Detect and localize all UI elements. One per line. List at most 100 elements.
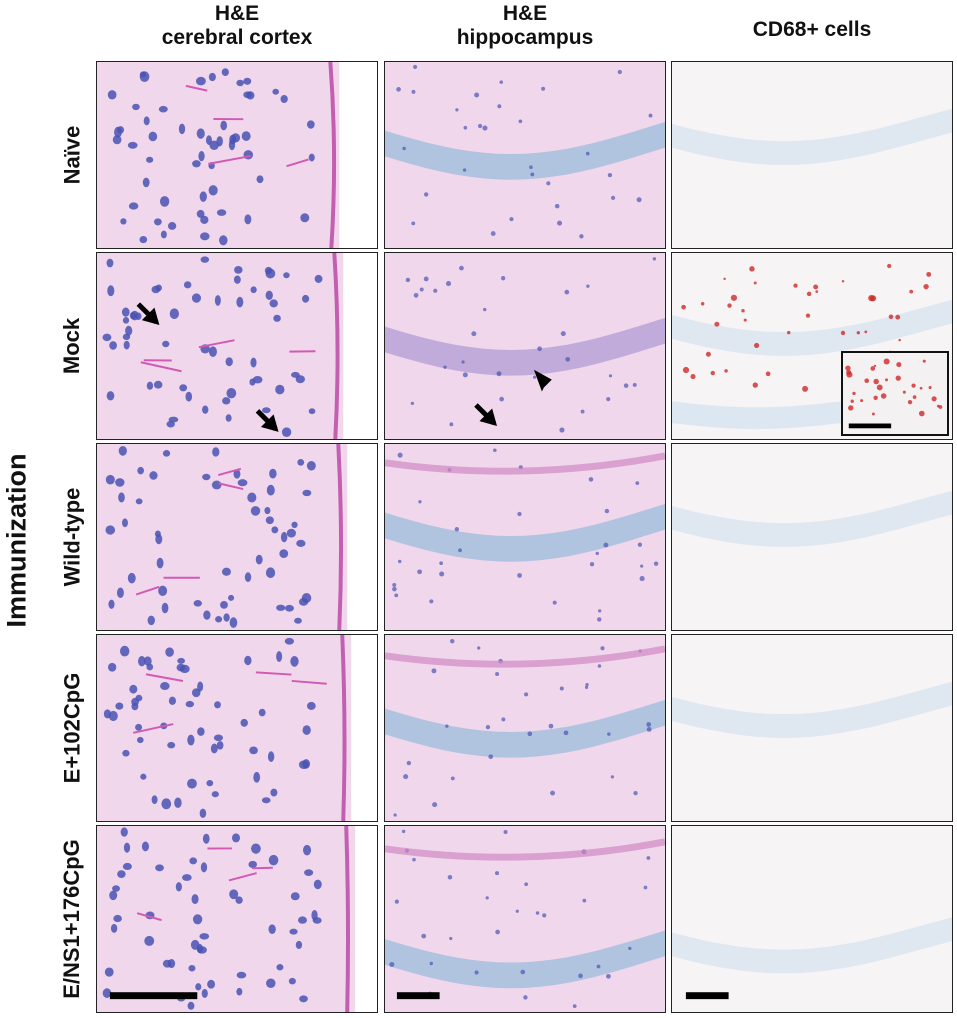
micrograph-mock-cortex — [96, 252, 378, 440]
nucleus — [604, 508, 610, 514]
nucleus — [297, 916, 307, 924]
nucleus — [518, 119, 523, 124]
cd68-positive-cell — [752, 382, 758, 388]
nucleus — [418, 500, 422, 504]
nucleus — [501, 717, 506, 722]
nucleus — [112, 885, 120, 892]
nucleus — [276, 964, 284, 971]
nucleus — [211, 791, 219, 798]
column-header-cd68: CD68+ cells — [671, 18, 953, 42]
nucleus — [313, 879, 322, 890]
nucleus — [294, 617, 302, 624]
nucleus — [162, 959, 172, 968]
nucleus — [125, 325, 133, 336]
nucleus — [193, 600, 202, 607]
cd68-positive-cell — [870, 366, 876, 371]
nucleus — [234, 266, 243, 274]
nucleus — [118, 492, 125, 503]
nucleus — [635, 481, 640, 485]
nucleus — [112, 135, 122, 145]
cd68-positive-cell — [864, 378, 870, 384]
meningeal-band — [385, 645, 665, 668]
nucleus — [202, 405, 209, 414]
nucleus — [268, 924, 276, 934]
nucleus — [266, 978, 276, 989]
nucleus — [233, 469, 241, 479]
nucleus — [297, 458, 305, 466]
nucleus — [546, 181, 551, 186]
nucleus — [300, 213, 310, 223]
nucleus — [102, 333, 112, 342]
nucleus — [167, 741, 176, 749]
cd68-positive-cell — [876, 384, 883, 391]
nucleus — [610, 775, 615, 779]
nucleus — [432, 802, 438, 808]
cd68-positive-cell — [806, 291, 812, 297]
nucleus — [143, 116, 150, 126]
nucleus — [617, 69, 622, 75]
nucleus — [585, 683, 589, 687]
nucleus — [136, 736, 144, 744]
cd68-positive-cell — [743, 318, 747, 322]
nucleus — [122, 333, 131, 341]
nucleus — [102, 988, 112, 998]
cd68-positive-cell — [845, 365, 851, 371]
nucleus — [584, 685, 589, 689]
column-header-he-hippocampus-line1: H&E — [502, 2, 548, 25]
nucleus — [586, 284, 590, 288]
nucleus — [485, 896, 489, 900]
nucleus — [261, 797, 271, 804]
nucleus — [199, 808, 207, 819]
nucleus — [265, 516, 274, 525]
arrow-head — [141, 307, 160, 326]
nucleus — [648, 113, 653, 118]
micrograph-e-102cpg-hippo — [384, 634, 666, 822]
nucleus — [103, 709, 112, 719]
tissue-outside — [347, 444, 377, 630]
micrograph-image — [672, 444, 952, 630]
nucleus — [640, 564, 644, 568]
nucleus — [207, 979, 216, 989]
nucleus — [200, 232, 210, 241]
meningeal-band — [385, 452, 665, 475]
nucleus — [185, 391, 193, 402]
capillary — [132, 723, 174, 734]
nucleus — [188, 964, 196, 972]
nucleus — [176, 663, 186, 672]
nucleus — [177, 657, 185, 664]
nucleus — [141, 841, 150, 852]
nucleus — [153, 380, 163, 389]
nucleus — [199, 933, 210, 940]
capillary — [228, 872, 257, 882]
nucleus — [167, 222, 177, 230]
nucleus — [515, 909, 519, 913]
cd68-positive-cell — [895, 375, 901, 381]
nucleus — [280, 94, 288, 103]
nucleus — [121, 307, 130, 317]
nucleus — [585, 151, 590, 156]
nucleus — [485, 724, 491, 730]
cd68-positive-cell — [885, 378, 888, 382]
cd68-positive-cell — [741, 309, 745, 313]
nucleus — [483, 307, 487, 312]
micrograph-image — [385, 444, 665, 630]
nucleus — [228, 594, 235, 601]
nucleus — [598, 609, 602, 613]
cd68-positive-cell — [852, 391, 856, 396]
nucleus — [530, 172, 535, 177]
nucleus — [308, 153, 315, 162]
capillary — [218, 482, 244, 491]
nucleus — [582, 898, 587, 903]
cd68-positive-cell — [682, 366, 690, 374]
micrograph-image — [385, 253, 665, 439]
nucleus — [225, 357, 233, 367]
nucleus — [291, 371, 300, 378]
capillary — [185, 84, 208, 92]
cd68-positive-cell — [895, 314, 901, 320]
row-label-text: Mock — [59, 317, 84, 375]
nucleus — [284, 604, 294, 612]
cd68-positive-cell — [860, 399, 864, 403]
nucleus — [597, 664, 602, 668]
cd68-positive-cell — [765, 371, 771, 377]
nucleus — [520, 969, 526, 975]
